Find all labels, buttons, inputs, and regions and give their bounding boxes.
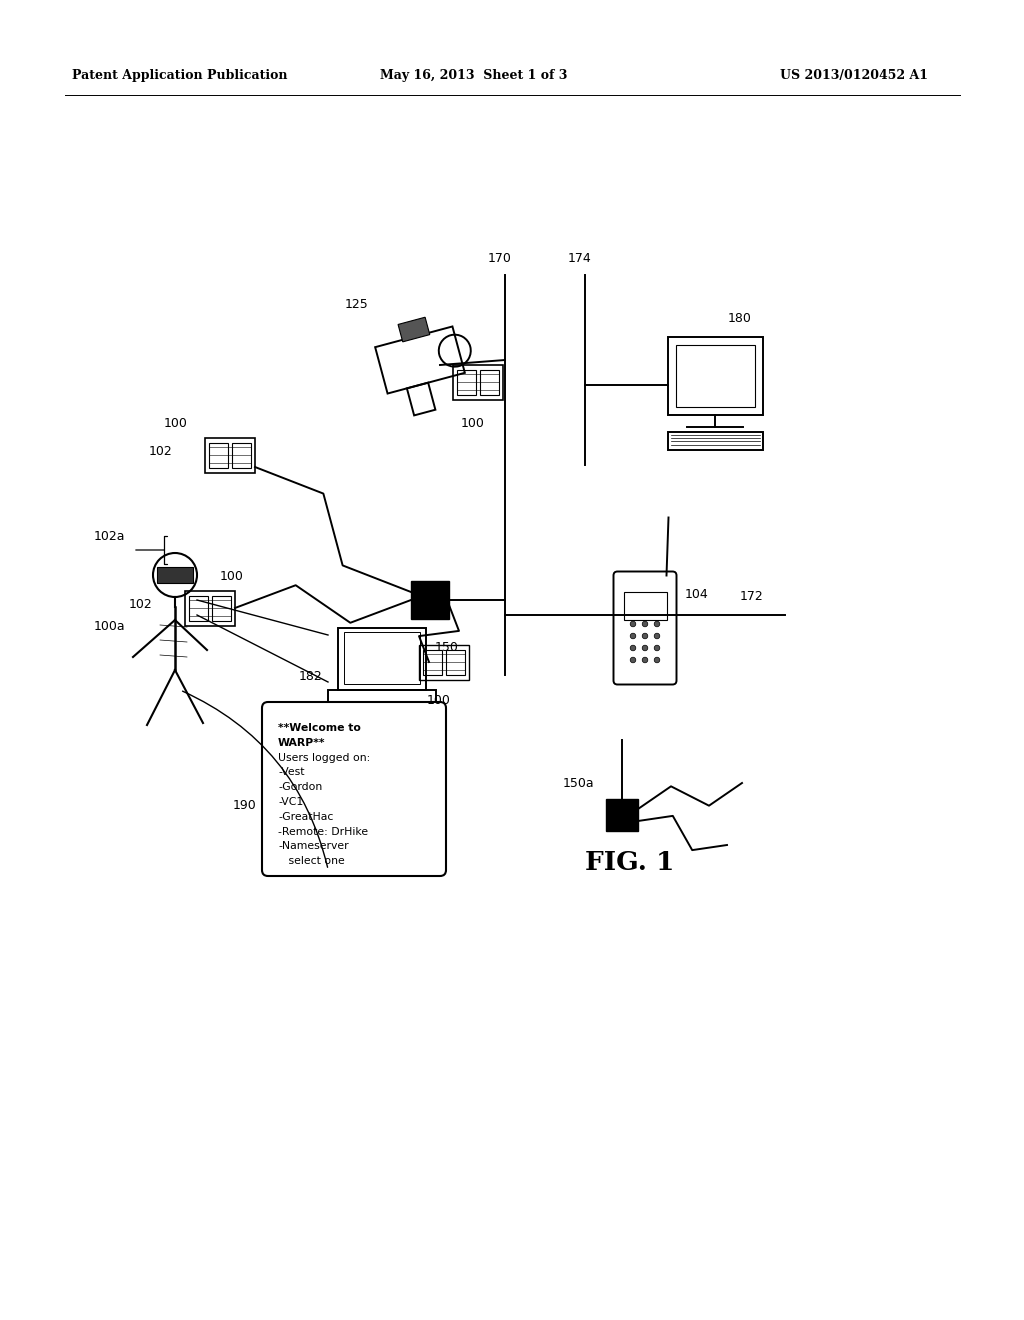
Text: 180: 180	[728, 312, 752, 325]
FancyArrowPatch shape	[182, 692, 328, 867]
Bar	[205, 437, 255, 473]
Circle shape	[642, 634, 648, 639]
Bar	[411, 581, 449, 619]
Bar	[328, 690, 436, 704]
Circle shape	[630, 622, 636, 627]
Bar	[338, 628, 426, 690]
Text: -Gordon: -Gordon	[278, 783, 323, 792]
Text: 102: 102	[128, 598, 152, 611]
Circle shape	[654, 622, 659, 627]
Text: 174: 174	[568, 252, 592, 265]
Text: 182: 182	[298, 671, 322, 682]
Bar	[668, 337, 763, 414]
Bar	[457, 370, 476, 395]
Text: 172: 172	[740, 590, 764, 603]
Text: 100: 100	[164, 417, 188, 430]
Text: 190: 190	[232, 799, 256, 812]
Circle shape	[642, 657, 648, 663]
Bar	[419, 644, 469, 680]
Circle shape	[630, 645, 636, 651]
Bar	[232, 442, 251, 467]
Text: 102: 102	[148, 445, 172, 458]
Text: -Vest: -Vest	[278, 767, 304, 777]
Bar	[446, 649, 465, 675]
Text: 150a: 150a	[562, 777, 594, 789]
Bar	[212, 595, 231, 620]
Bar	[624, 591, 667, 620]
Text: 100: 100	[220, 570, 244, 583]
Text: WARP**: WARP**	[278, 738, 326, 748]
Text: 170: 170	[488, 252, 512, 265]
Text: Patent Application Publication: Patent Application Publication	[72, 69, 288, 82]
Text: 150: 150	[435, 642, 459, 653]
Circle shape	[642, 645, 648, 651]
Circle shape	[630, 657, 636, 663]
Text: May 16, 2013  Sheet 1 of 3: May 16, 2013 Sheet 1 of 3	[380, 69, 567, 82]
Text: -Remote: DrHike: -Remote: DrHike	[278, 826, 368, 837]
Text: 102a: 102a	[93, 531, 125, 543]
Text: US 2013/0120452 A1: US 2013/0120452 A1	[780, 69, 928, 82]
Bar	[453, 364, 503, 400]
Text: 125: 125	[345, 298, 369, 312]
Text: -Nameserver: -Nameserver	[278, 841, 348, 851]
Bar	[189, 595, 208, 620]
Text: -VC1: -VC1	[278, 797, 303, 807]
Text: 100: 100	[427, 694, 451, 708]
Circle shape	[654, 645, 659, 651]
Text: select one: select one	[278, 857, 345, 866]
FancyBboxPatch shape	[262, 702, 446, 876]
Text: 104: 104	[684, 587, 709, 601]
Circle shape	[630, 634, 636, 639]
Text: -GreatHac: -GreatHac	[278, 812, 334, 822]
Text: Users logged on:: Users logged on:	[278, 752, 371, 763]
Text: 100: 100	[461, 417, 485, 430]
Bar	[398, 317, 430, 342]
Bar	[375, 326, 465, 393]
Circle shape	[654, 657, 659, 663]
Bar	[185, 590, 234, 626]
Bar	[606, 799, 638, 832]
Bar	[423, 649, 442, 675]
Bar	[676, 345, 755, 407]
Bar	[668, 432, 763, 450]
Bar	[209, 442, 228, 467]
Bar	[344, 632, 420, 684]
Bar	[407, 383, 435, 416]
Text: FIG. 1: FIG. 1	[586, 850, 675, 874]
Text: **Welcome to: **Welcome to	[278, 723, 360, 733]
Circle shape	[654, 634, 659, 639]
Text: 100a: 100a	[93, 620, 125, 634]
Bar	[480, 370, 499, 395]
Circle shape	[642, 622, 648, 627]
Bar	[157, 568, 193, 583]
